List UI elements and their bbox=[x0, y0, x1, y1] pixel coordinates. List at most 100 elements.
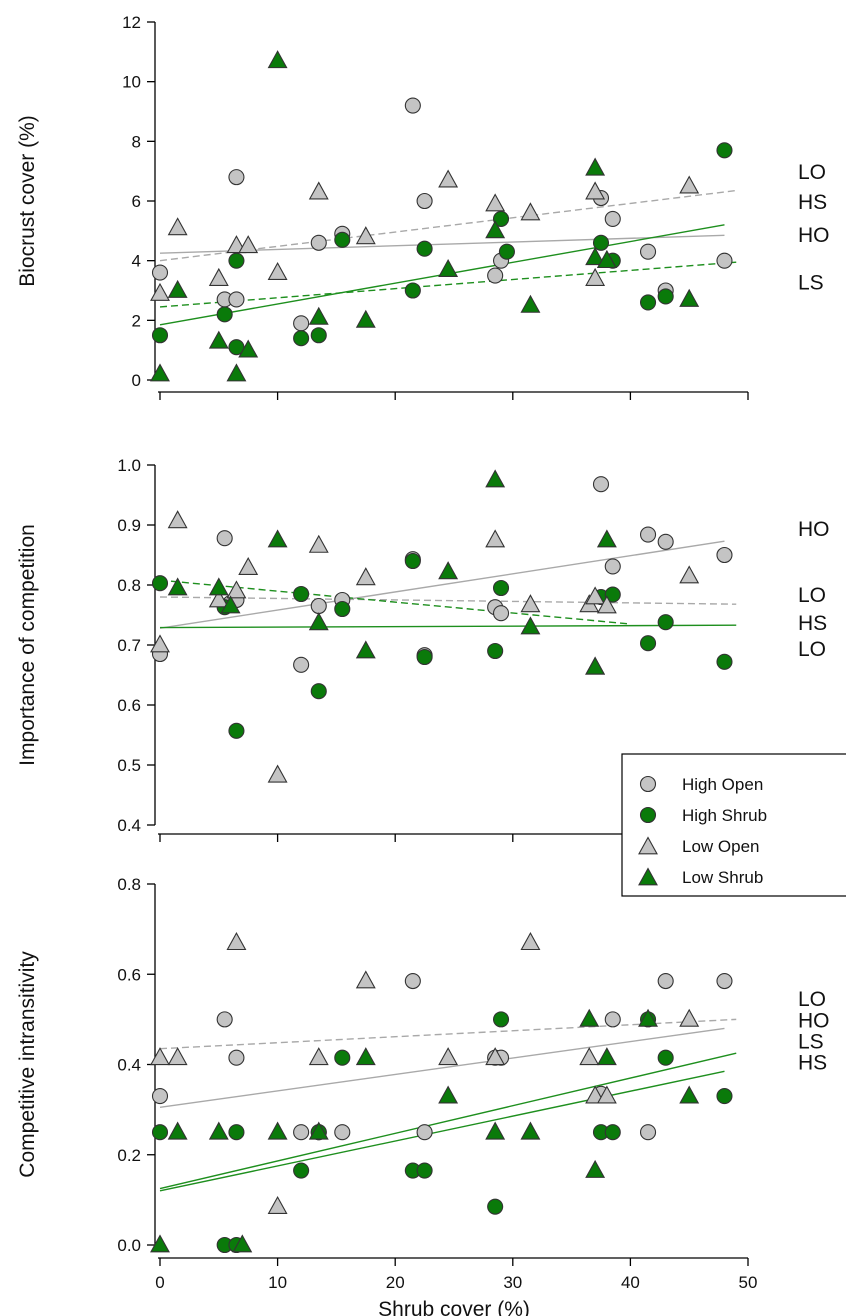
y-tick-label: 10 bbox=[122, 73, 141, 92]
point-low-shrub bbox=[585, 656, 606, 675]
point-low-shrub bbox=[308, 306, 329, 325]
legend-marker-high-open bbox=[639, 775, 657, 793]
point-high-shrub bbox=[492, 210, 510, 227]
point-high-open bbox=[293, 315, 310, 332]
fit-label: LO bbox=[798, 638, 826, 661]
point-low-open bbox=[167, 217, 188, 236]
point-high-shrub bbox=[716, 142, 733, 159]
point-high-shrub bbox=[416, 240, 433, 257]
fit-label: HO bbox=[798, 518, 830, 541]
point-high-open bbox=[228, 1049, 245, 1066]
point-low-open bbox=[308, 1047, 329, 1066]
point-high-open bbox=[310, 234, 327, 251]
point-high-shrub bbox=[228, 722, 245, 739]
point-high-shrub bbox=[334, 1049, 351, 1066]
point-low-shrub bbox=[267, 50, 288, 69]
x-tick-label: 30 bbox=[503, 1273, 522, 1292]
point-low-shrub bbox=[308, 1121, 329, 1140]
legend-label-high-shrub: High Shrub bbox=[682, 806, 767, 825]
point-high-shrub bbox=[716, 653, 733, 670]
fit-line-high-shrub bbox=[159, 1070, 725, 1192]
point-low-open bbox=[596, 1085, 617, 1104]
point-low-shrub bbox=[520, 1121, 541, 1140]
point-high-shrub bbox=[310, 327, 327, 344]
y-tick-label: 0.4 bbox=[117, 816, 141, 835]
point-high-open bbox=[657, 533, 674, 550]
point-high-open bbox=[416, 192, 433, 210]
point-high-shrub bbox=[592, 234, 610, 251]
point-low-shrub bbox=[267, 1121, 288, 1140]
series-low-shrub bbox=[150, 50, 700, 382]
legend: High Open High Shrub Low Open Low Shrub bbox=[621, 753, 846, 897]
point-low-open bbox=[267, 764, 288, 783]
y-tick-label: 0.6 bbox=[117, 696, 141, 715]
legend-marker-low-shrub bbox=[638, 867, 658, 886]
point-high-open bbox=[604, 210, 621, 227]
fit-label: LS bbox=[798, 272, 824, 295]
point-low-open bbox=[208, 589, 229, 608]
point-low-open bbox=[355, 567, 376, 586]
point-high-shrub bbox=[151, 327, 169, 344]
x-axis-label: Shrub cover (%) bbox=[378, 1298, 530, 1316]
point-low-shrub bbox=[585, 1159, 606, 1178]
point-high-shrub bbox=[604, 1124, 621, 1141]
point-high-shrub bbox=[293, 330, 310, 347]
point-low-open bbox=[679, 1008, 700, 1027]
series-low-open bbox=[150, 169, 700, 301]
point-high-shrub bbox=[416, 1162, 433, 1179]
point-low-open bbox=[520, 202, 541, 221]
y-tick-label: 0.5 bbox=[117, 756, 141, 775]
x-tick-label: 40 bbox=[621, 1273, 640, 1292]
point-low-shrub bbox=[238, 339, 259, 358]
point-high-shrub bbox=[604, 586, 621, 603]
point-high-shrub bbox=[334, 231, 351, 248]
legend-label-high-open: High Open bbox=[682, 775, 763, 794]
point-low-open bbox=[226, 932, 247, 951]
point-low-open bbox=[150, 282, 170, 301]
y-tick-label: 2 bbox=[132, 311, 141, 330]
point-low-open bbox=[485, 193, 506, 212]
y-tick-label: 0 bbox=[132, 371, 141, 390]
point-high-shrub bbox=[716, 1088, 733, 1105]
fit-label: LO bbox=[798, 988, 826, 1011]
point-high-shrub bbox=[228, 252, 245, 269]
point-high-shrub bbox=[657, 288, 674, 305]
y-tick-label: 0.2 bbox=[117, 1146, 141, 1165]
point-high-open bbox=[639, 526, 657, 543]
point-low-shrub bbox=[579, 1008, 600, 1027]
point-high-shrub bbox=[492, 579, 510, 597]
point-low-shrub bbox=[232, 1234, 253, 1253]
y-tick-label: 0.8 bbox=[117, 576, 141, 595]
point-low-shrub bbox=[485, 1121, 506, 1140]
point-high-open bbox=[310, 597, 327, 615]
point-low-shrub bbox=[596, 529, 617, 548]
x-tick-label: 20 bbox=[386, 1273, 405, 1292]
point-high-shrub bbox=[293, 585, 310, 603]
point-low-open bbox=[585, 267, 606, 286]
legend-marker-high-shrub bbox=[639, 806, 657, 824]
y-axis-label: Biocrust cover (%) bbox=[16, 115, 39, 287]
point-low-shrub bbox=[208, 577, 229, 596]
point-high-open bbox=[293, 656, 310, 673]
point-low-shrub bbox=[167, 1121, 188, 1140]
fit-label: HS bbox=[798, 191, 827, 214]
point-low-open bbox=[308, 534, 329, 553]
point-high-shrub bbox=[216, 306, 233, 323]
point-high-shrub bbox=[151, 575, 169, 592]
point-high-open bbox=[293, 1124, 310, 1141]
point-high-open bbox=[216, 1011, 233, 1028]
point-low-shrub bbox=[355, 1047, 376, 1066]
series-low-open bbox=[150, 510, 700, 783]
point-low-open bbox=[585, 181, 606, 200]
point-low-open bbox=[267, 261, 288, 280]
point-high-open bbox=[216, 530, 233, 547]
point-low-open bbox=[438, 1047, 459, 1066]
point-low-shrub bbox=[585, 157, 606, 176]
point-low-shrub bbox=[355, 640, 376, 659]
point-low-shrub bbox=[438, 561, 459, 580]
fit-label: HO bbox=[798, 224, 830, 247]
series-low-shrub bbox=[150, 1008, 700, 1253]
series-high-open bbox=[151, 97, 733, 332]
point-high-open bbox=[487, 267, 504, 284]
